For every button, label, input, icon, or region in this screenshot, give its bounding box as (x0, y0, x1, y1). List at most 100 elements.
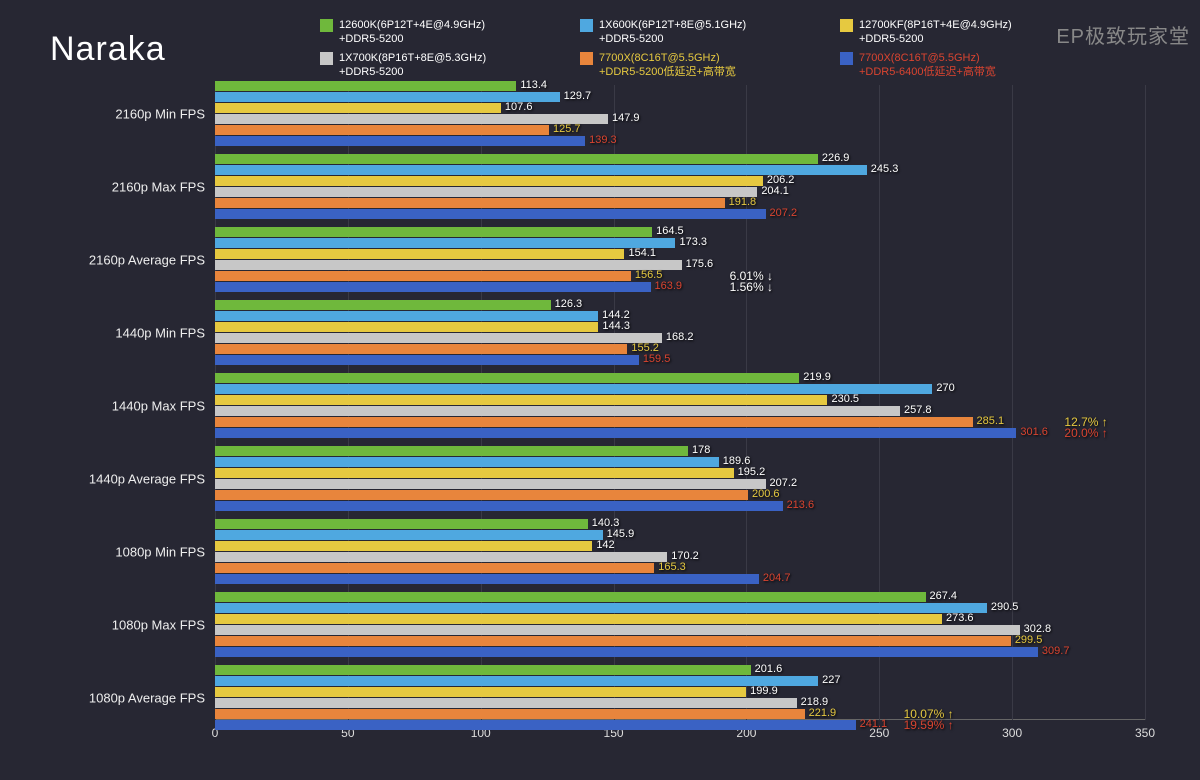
bar: 163.9 (215, 282, 651, 292)
bar: 191.8 (215, 198, 725, 208)
legend-item: 12600K(6P12T+4E@4.9GHz) +DDR5-5200 (320, 18, 580, 47)
bar: 164.5 (215, 227, 652, 237)
bar: 200.6 (215, 490, 748, 500)
legend-swatch (840, 19, 853, 32)
bar: 206.2 (215, 176, 763, 186)
chart-title: Naraka (50, 30, 166, 69)
bar-value-label: 201.6 (751, 663, 783, 675)
bar: 302.8 (215, 625, 1020, 635)
bar: 199.9 (215, 687, 746, 697)
bar-group: 2160p Max FPS226.9245.3206.2204.1191.820… (215, 154, 1145, 219)
bar-value-label: 204.1 (757, 185, 789, 197)
bar: 221.9 (215, 709, 805, 719)
bar: 213.6 (215, 501, 783, 511)
bar: 218.9 (215, 698, 797, 708)
bar-value-label: 147.9 (608, 112, 640, 124)
bar: 159.5 (215, 355, 639, 365)
bar: 207.2 (215, 209, 766, 219)
bar: 144.3 (215, 322, 598, 332)
legend-item: 1X600K(6P12T+8E@5.1GHz) +DDR5-5200 (580, 18, 840, 47)
bar: 140.3 (215, 519, 588, 529)
bar: 230.5 (215, 395, 827, 405)
bar-value-label: 245.3 (867, 163, 899, 175)
bar-value-label: 199.9 (746, 685, 778, 697)
percent-delta-label: 19.59% ↑ (904, 718, 954, 732)
bar: 290.5 (215, 603, 987, 613)
legend-label: 7700X(8C16T@5.5GHz) +DDR5-5200低延迟+高带宽 (599, 51, 736, 80)
bar-value-label: 226.9 (818, 152, 850, 164)
bar: 165.3 (215, 563, 654, 573)
bar-group: 1080p Max FPS267.4290.5273.6302.8299.530… (215, 592, 1145, 657)
bar-value-label: 173.3 (675, 236, 707, 248)
category-label: 2160p Average FPS (89, 252, 215, 267)
bar-chart: 0501001502002503003502160p Min FPS113.41… (215, 85, 1145, 735)
bar: 145.9 (215, 530, 603, 540)
bar: 168.2 (215, 333, 662, 343)
bar: 201.6 (215, 665, 751, 675)
percent-delta-label: 1.56% ↓ (730, 280, 773, 294)
bar-value-label: 230.5 (827, 393, 859, 405)
bar: 155.2 (215, 344, 627, 354)
bar: 257.8 (215, 406, 900, 416)
legend-label: 1X700K(8P16T+8E@5.3GHz) +DDR5-5200 (339, 51, 486, 80)
bar-value-label: 227 (818, 674, 840, 686)
bar-value-label: 273.6 (942, 612, 974, 624)
category-label: 1080p Average FPS (89, 690, 215, 705)
bar-value-label: 301.6 (1016, 426, 1048, 438)
bar-group: 2160p Average FPS164.5173.3154.1175.6156… (215, 227, 1145, 292)
bar: 204.1 (215, 187, 757, 197)
bar-group: 1440p Max FPS219.9270230.5257.8285.1301.… (215, 373, 1145, 438)
category-label: 1080p Min FPS (115, 544, 215, 559)
bar-value-label: 285.1 (973, 415, 1005, 427)
bar-value-label: 113.4 (516, 79, 547, 91)
bar-value-label: 125.7 (549, 123, 581, 135)
bar: 285.1 (215, 417, 973, 427)
bar: 219.9 (215, 373, 799, 383)
bar: 301.6 (215, 428, 1016, 438)
legend-item: 7700X(8C16T@5.5GHz) +DDR5-5200低延迟+高带宽 (580, 51, 840, 80)
bar-value-label: 139.3 (585, 134, 617, 146)
bar-group: 2160p Min FPS113.4129.7107.6147.9125.713… (215, 81, 1145, 146)
bar-group: 1440p Average FPS178189.6195.2207.2200.6… (215, 446, 1145, 511)
bar-value-label: 159.5 (639, 353, 671, 365)
bar: 142 (215, 541, 592, 551)
legend-swatch (580, 52, 593, 65)
percent-delta-label: 20.0% ↑ (1064, 426, 1107, 440)
bar-group: 1080p Min FPS140.3145.9142170.2165.3204.… (215, 519, 1145, 584)
legend-swatch (320, 52, 333, 65)
bar-value-label: 267.4 (926, 590, 958, 602)
legend-label: 12600K(6P12T+4E@4.9GHz) +DDR5-5200 (339, 18, 485, 47)
bar-value-label: 163.9 (651, 280, 683, 292)
bar-value-label: 107.6 (501, 101, 533, 113)
bar: 189.6 (215, 457, 719, 467)
bar: 126.3 (215, 300, 551, 310)
bar: 175.6 (215, 260, 682, 270)
bar-value-label: 142 (592, 539, 614, 551)
bar: 309.7 (215, 647, 1038, 657)
category-label: 1440p Min FPS (115, 325, 215, 340)
category-label: 2160p Min FPS (115, 106, 215, 121)
bar: 226.9 (215, 154, 818, 164)
legend-label: 7700X(8C16T@5.5GHz) +DDR5-6400低延迟+高带宽 (859, 51, 996, 80)
bar-value-label: 165.3 (654, 561, 686, 573)
bar: 144.2 (215, 311, 598, 321)
bar-value-label: 200.6 (748, 488, 780, 500)
legend-item: 12700KF(8P16T+4E@4.9GHz) +DDR5-5200 (840, 18, 1100, 47)
bar-value-label: 126.3 (551, 298, 583, 310)
bar-value-label: 213.6 (783, 499, 815, 511)
bar: 154.1 (215, 249, 624, 259)
bar: 113.4 (215, 81, 516, 91)
bar: 227 (215, 676, 818, 686)
bar: 299.5 (215, 636, 1011, 646)
category-label: 1440p Max FPS (112, 398, 215, 413)
bar: 139.3 (215, 136, 585, 146)
bar: 273.6 (215, 614, 942, 624)
bar: 178 (215, 446, 688, 456)
bar: 204.7 (215, 574, 759, 584)
bar-value-label: 178 (688, 444, 710, 456)
bar-value-label: 241.1 (856, 718, 888, 730)
bar: 107.6 (215, 103, 501, 113)
bar-group: 1080p Average FPS201.6227199.9218.9221.9… (215, 665, 1145, 730)
bar-value-label: 168.2 (662, 331, 694, 343)
bar: 125.7 (215, 125, 549, 135)
